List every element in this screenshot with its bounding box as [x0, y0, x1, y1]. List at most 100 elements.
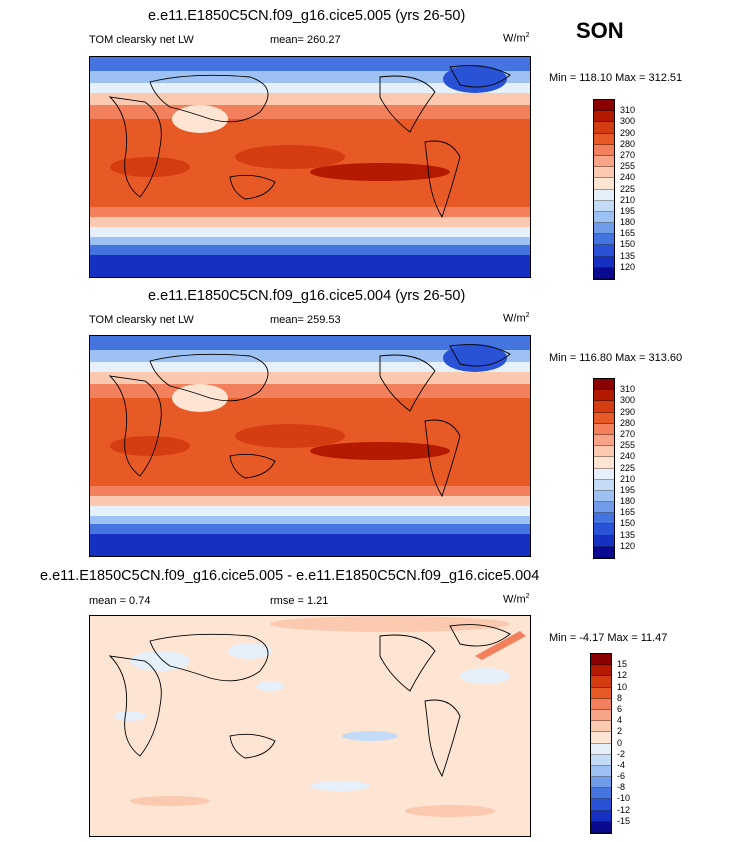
colorbar-tick-label: 225 — [620, 183, 636, 194]
colorbar-tick-label: -8 — [617, 782, 626, 793]
colorbar-swatch — [591, 721, 611, 733]
colorbar-swatch — [594, 122, 614, 134]
colorbar-swatch — [594, 245, 614, 257]
colorbar-tick-label: 240 — [620, 451, 636, 462]
panel-1-minmax: Min = 118.10 Max = 312.51 — [549, 72, 683, 84]
colorbar-tick-label: 255 — [620, 440, 636, 451]
colorbar-tick-label: -2 — [617, 748, 626, 759]
colorbar-swatch — [594, 256, 614, 268]
colorbar-tick-label: 165 — [620, 228, 636, 239]
colorbar-swatch — [594, 524, 614, 536]
colorbar-tick-label: 12 — [617, 670, 628, 681]
panel-2-map — [89, 335, 531, 557]
colorbar-tick-label: 180 — [620, 217, 636, 228]
colorbar-swatch — [594, 100, 614, 112]
colorbar-swatch — [591, 654, 611, 666]
colorbar-swatch — [591, 687, 611, 699]
colorbar-swatch — [594, 155, 614, 168]
panel-3-rmse-label: rmse = 1.21 — [270, 595, 329, 607]
panel-3-colorbar-ticks: 15 12 10 8 6 4 2 0 -2 -4 -6 -8 -10 -12 -15 — [617, 653, 657, 832]
colorbar-tick-label: -10 — [617, 793, 631, 804]
panel-1-title: e.e11.E1850C5CN.f09_g16.cice5.005 (yrs 2… — [148, 8, 466, 24]
colorbar-tick-label: 120 — [620, 540, 636, 551]
panel-1-mean-label: mean= 260.27 — [270, 34, 341, 46]
colorbar-tick-label: 180 — [620, 496, 636, 507]
colorbar-swatch — [594, 178, 614, 190]
colorbar-swatch — [594, 412, 614, 424]
colorbar-swatch — [594, 189, 614, 201]
colorbar-swatch — [591, 777, 611, 789]
colorbar-swatch — [591, 665, 611, 677]
panel-3-title: e.e11.E1850C5CN.f09_g16.cice5.005 - e.e1… — [40, 568, 540, 584]
colorbar-tick-label: 2 — [617, 726, 623, 737]
panel-1-colorbar-ticks: 310 300 290 280 270 255 240 225 210 195 180 165 150 1… — [620, 99, 660, 278]
panel-3-map-field — [90, 616, 530, 836]
panel-3-minmax: Min = -4.17 Max = 11.47 — [549, 632, 668, 644]
colorbar-swatch — [594, 133, 614, 145]
colorbar-swatch — [591, 788, 611, 800]
panel-3-colorbar — [590, 653, 612, 834]
colorbar-swatch — [594, 479, 614, 491]
colorbar-tick-label: 195 — [620, 484, 636, 495]
colorbar-swatch — [591, 698, 611, 710]
panel-2-colorbar — [593, 378, 615, 559]
colorbar-tick-label: 6 — [617, 703, 623, 714]
colorbar-tick-label: -12 — [617, 804, 631, 815]
colorbar-tick-label: 10 — [617, 681, 628, 692]
panel-3-mean-label: mean = 0.74 — [89, 595, 151, 607]
colorbar-swatch — [594, 211, 614, 224]
colorbar-swatch — [591, 743, 611, 755]
colorbar-swatch — [594, 200, 614, 212]
colorbar-tick-label: 4 — [617, 715, 623, 726]
colorbar-tick-label: 290 — [620, 406, 636, 417]
colorbar-tick-label: 195 — [620, 205, 636, 216]
panel-1-map-field — [90, 57, 530, 277]
colorbar-tick-label: 135 — [620, 529, 636, 540]
colorbar-tick-label: -4 — [617, 759, 626, 770]
colorbar-swatch — [594, 535, 614, 547]
colorbar-tick-label: 150 — [620, 239, 636, 250]
colorbar-swatch — [591, 810, 611, 822]
colorbar-swatch — [594, 401, 614, 413]
panel-2-minmax: Min = 116.80 Max = 313.60 — [549, 352, 683, 364]
panel-2-map-field — [90, 336, 530, 556]
panel-2-variable-label: TOM clearsky net LW — [89, 314, 194, 326]
colorbar-tick-label: 280 — [620, 417, 636, 428]
colorbar-tick-label: 270 — [620, 428, 636, 439]
panel-3-units: W/m2 — [503, 593, 530, 606]
colorbar-tick-label: 210 — [620, 473, 636, 484]
panel-1-map — [89, 56, 531, 278]
colorbar-tick-label: 0 — [617, 737, 623, 748]
colorbar-swatch — [594, 457, 614, 469]
colorbar-tick-label: 310 — [620, 384, 636, 395]
colorbar-swatch — [594, 446, 614, 458]
colorbar-tick-label: 300 — [620, 116, 636, 127]
colorbar-swatch — [591, 799, 611, 811]
panel-1-units: W/m2 — [503, 32, 530, 45]
season-label: SON — [576, 18, 624, 43]
colorbar-swatch — [594, 144, 614, 156]
colorbar-swatch — [591, 732, 611, 744]
colorbar-swatch — [594, 490, 614, 503]
colorbar-tick-label: 8 — [617, 692, 623, 703]
colorbar-tick-label: 240 — [620, 172, 636, 183]
colorbar-tick-label: 150 — [620, 518, 636, 529]
colorbar-swatch — [594, 267, 614, 279]
colorbar-tick-label: 135 — [620, 250, 636, 261]
colorbar-swatch — [591, 765, 611, 778]
colorbar-swatch — [594, 223, 614, 235]
colorbar-tick-label: -6 — [617, 771, 626, 782]
colorbar-swatch — [591, 754, 611, 766]
panel-2-mean-label: mean= 259.53 — [270, 314, 341, 326]
colorbar-tick-label: 300 — [620, 395, 636, 406]
colorbar-tick-label: 15 — [617, 659, 628, 670]
colorbar-tick-label: 270 — [620, 149, 636, 160]
colorbar-swatch — [594, 379, 614, 391]
colorbar-swatch — [594, 546, 614, 558]
colorbar-tick-label: 280 — [620, 138, 636, 149]
panel-2-colorbar-ticks: 310 300 290 280 270 255 240 225 210 195 180 165 150 1… — [620, 378, 660, 557]
colorbar-swatch — [591, 709, 611, 722]
colorbar-tick-label: 255 — [620, 161, 636, 172]
colorbar-swatch — [594, 390, 614, 402]
panel-2-title: e.e11.E1850C5CN.f09_g16.cice5.004 (yrs 2… — [148, 288, 466, 304]
